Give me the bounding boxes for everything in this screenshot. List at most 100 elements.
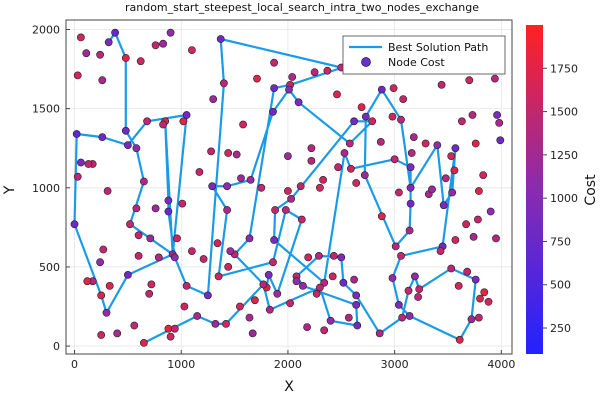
x-tick-label: 0 [71, 358, 78, 371]
node-point [159, 39, 167, 48]
node-point [166, 332, 175, 341]
x-tick-label: 3000 [381, 358, 409, 371]
node-point [303, 323, 311, 331]
node-point [269, 258, 277, 267]
node-point [136, 57, 145, 66]
node-point [97, 291, 106, 300]
node-point [406, 183, 415, 192]
node-point [159, 120, 167, 129]
node-point [271, 206, 279, 214]
node-point [292, 277, 301, 286]
node-point [493, 111, 501, 119]
node-point [433, 141, 442, 149]
node-point [448, 188, 457, 197]
node-point [377, 85, 386, 94]
node-point [134, 231, 143, 240]
node-point [436, 247, 445, 255]
node-point [297, 215, 306, 224]
node-point [111, 28, 119, 37]
x-axis-label: X [284, 379, 294, 395]
node-point [397, 115, 405, 124]
node-point [72, 130, 81, 138]
node-point [415, 285, 424, 293]
node-point [132, 144, 141, 153]
node-point [170, 253, 179, 262]
node-point [264, 270, 273, 279]
y-tick-label: 1500 [32, 103, 60, 116]
node-point [479, 171, 488, 179]
node-point [180, 302, 189, 311]
node-point [409, 133, 418, 141]
node-point [350, 117, 358, 126]
node-point [286, 299, 294, 308]
colorbar-gradient [526, 25, 543, 354]
node-point [389, 84, 398, 92]
node-point [182, 281, 191, 290]
node-point [339, 278, 348, 287]
node-point [454, 281, 463, 290]
node-point [437, 81, 446, 89]
node-point [265, 305, 274, 314]
y-tick-label: 500 [39, 261, 60, 274]
node-point [474, 187, 483, 195]
node-point [283, 187, 292, 195]
node-point [476, 294, 484, 303]
node-point [211, 319, 220, 328]
node-point [471, 275, 480, 284]
node-point [214, 272, 223, 281]
node-point [450, 166, 459, 175]
node-point [139, 177, 148, 186]
node-point [223, 206, 231, 214]
node-point [126, 220, 134, 229]
node-point [245, 234, 254, 243]
node-point [320, 326, 329, 335]
node-point [154, 253, 163, 262]
node-point [151, 204, 160, 213]
node-point [203, 291, 212, 300]
node-point [82, 49, 91, 58]
x-tick-label: 4000 [487, 358, 515, 371]
node-point [468, 111, 477, 119]
node-point [232, 150, 241, 159]
node-point [124, 141, 132, 149]
node-point [315, 283, 324, 292]
node-point [70, 220, 79, 229]
node-point [377, 212, 386, 221]
node-point [406, 199, 415, 208]
node-point [486, 207, 495, 216]
node-point [447, 152, 456, 160]
node-point [352, 300, 361, 309]
node-point [315, 183, 324, 192]
node-point [428, 185, 436, 194]
node-point [248, 329, 257, 338]
node-point [469, 232, 478, 241]
node-point [73, 71, 82, 80]
node-point [314, 251, 323, 260]
node-point [357, 103, 366, 111]
node-point [329, 251, 338, 260]
node-point [207, 147, 215, 156]
node-point [360, 171, 369, 179]
node-point [406, 163, 415, 172]
node-point [99, 245, 108, 254]
node-point [208, 182, 217, 191]
node-point [224, 149, 233, 157]
node-point [132, 204, 141, 213]
node-point [447, 264, 456, 273]
node-point [319, 175, 327, 184]
node-point [346, 164, 355, 173]
node-point [145, 289, 154, 298]
colorbar-tick-label: 250 [550, 322, 571, 335]
node-point [281, 206, 290, 214]
node-point [398, 313, 406, 322]
node-point [103, 187, 112, 195]
node-point [288, 73, 297, 81]
node-point [333, 90, 341, 99]
node-point [326, 316, 335, 325]
node-point [287, 194, 295, 203]
legend-dot-swatch [361, 57, 371, 67]
node-point [337, 253, 346, 262]
y-tick-label: 2000 [32, 23, 60, 36]
colorbar-ticks: 250 500 750 1000 1250 1500 1750 [543, 62, 578, 335]
node-point [182, 111, 191, 119]
